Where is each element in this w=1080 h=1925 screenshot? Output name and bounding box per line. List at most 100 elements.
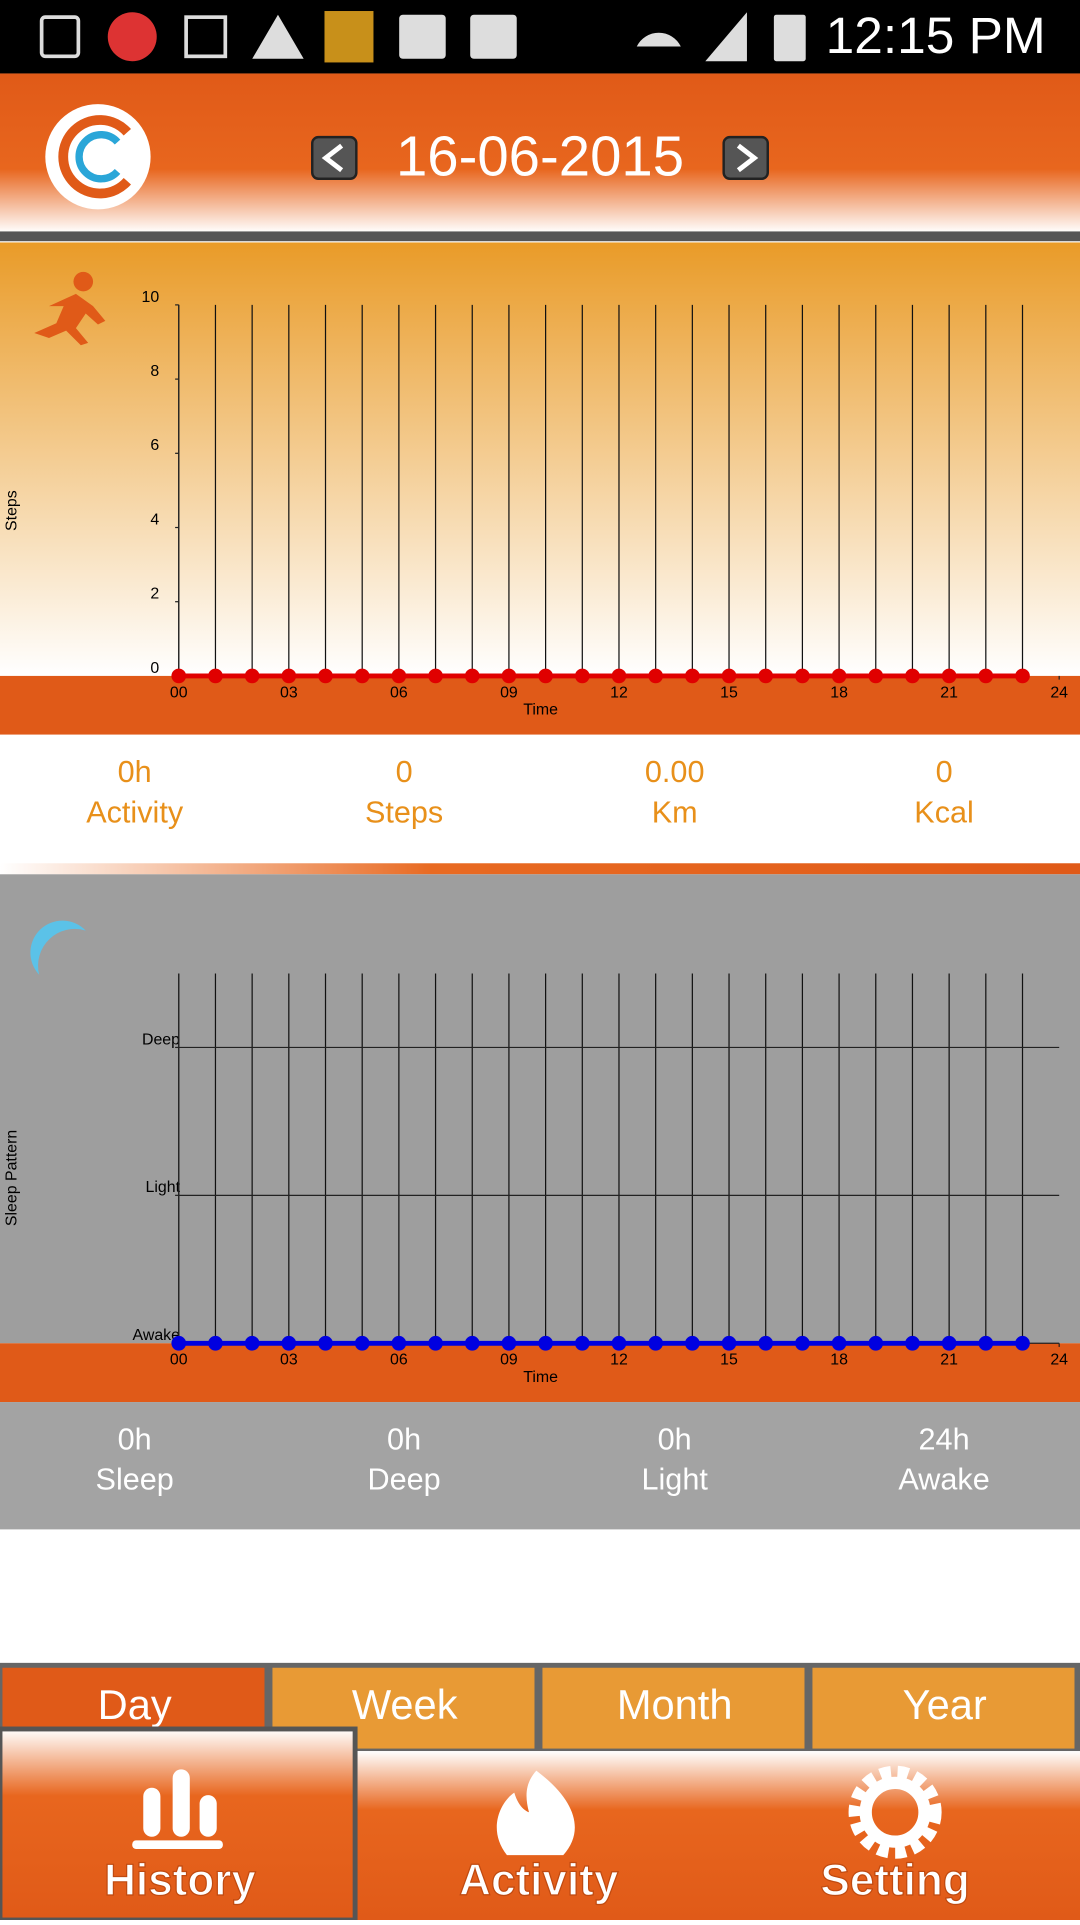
data-point (685, 668, 700, 684)
status-icons (39, 11, 806, 63)
stat-label: Km (652, 795, 698, 829)
nav-label[interactable]: History (103, 1855, 257, 1905)
stat-value: 0h (658, 1422, 692, 1456)
period-tab[interactable]: Week (272, 1667, 535, 1749)
data-point (795, 668, 810, 684)
data-point (428, 668, 443, 684)
data-point (538, 668, 553, 684)
x-tick-label: 15 (720, 684, 738, 701)
status-time: 12:15 PM (826, 6, 1046, 64)
x-tick-label: 24 (1050, 684, 1068, 701)
data-point (831, 1335, 847, 1351)
tab-label: Year (903, 1681, 987, 1728)
y-tick-label: Awake (133, 1327, 181, 1344)
history-icon (199, 1795, 217, 1837)
status-bar (0, 0, 1080, 74)
y-tick-label: 0 (150, 660, 159, 677)
app-logo (45, 104, 151, 210)
y-axis-label: Steps (3, 490, 20, 531)
data-point (501, 1335, 517, 1351)
x-tick-label: 09 (500, 1352, 518, 1369)
tab-bg (542, 1667, 805, 1749)
data-point (758, 1335, 774, 1351)
data-point (868, 668, 884, 684)
stat-value: 0.00 (645, 755, 705, 789)
data-point (721, 668, 737, 684)
data-point (978, 668, 994, 684)
nav-label[interactable]: Setting (820, 1855, 971, 1905)
data-point (978, 1335, 994, 1351)
data-point (611, 668, 627, 684)
data-point (428, 1335, 443, 1351)
data-point (648, 668, 664, 684)
tab-bg (812, 1667, 1075, 1749)
moon-icon (30, 920, 86, 975)
tab-label: Week (352, 1681, 458, 1728)
data-point (208, 1335, 223, 1351)
setting-icon (848, 1765, 942, 1859)
tab-label: Day (98, 1681, 172, 1728)
data-point (354, 668, 370, 684)
steps-axis-band (0, 675, 1080, 735)
history-icon (132, 1840, 223, 1849)
x-tick-label: 18 (830, 1352, 848, 1369)
x-tick-label: 09 (500, 684, 518, 701)
y-tick-label: 6 (150, 437, 159, 454)
stat-label: Kcal (914, 795, 974, 829)
period-tab[interactable]: Year (812, 1667, 1075, 1749)
stat-value: 0h (387, 1422, 421, 1456)
data-point (574, 668, 590, 684)
data-point (538, 1335, 553, 1351)
x-tick-label: 03 (280, 1352, 298, 1369)
date-label: 16-06-2015 (396, 124, 684, 187)
data-point (941, 1335, 957, 1351)
tab-label: Month (617, 1681, 733, 1728)
history-icon (143, 1787, 161, 1837)
prev-date-button[interactable] (311, 135, 358, 180)
data-point (574, 1335, 590, 1351)
data-point (501, 668, 517, 684)
x-tick-label: 00 (170, 684, 188, 701)
period-tab[interactable]: Month (542, 1667, 805, 1749)
setting-icon (859, 1776, 931, 1848)
x-tick-label: 12 (610, 684, 628, 701)
y-tick-label: 10 (141, 289, 159, 306)
stat-label: Awake (898, 1463, 989, 1497)
data-point (208, 668, 223, 684)
data-point (464, 1335, 480, 1351)
x-tick-label: 18 (830, 684, 848, 701)
stat-value: 24h (919, 1422, 970, 1456)
x-tick-label: 03 (280, 684, 298, 701)
stat-value: 0h (118, 1422, 152, 1456)
data-point (171, 1335, 187, 1351)
x-tick-label: 21 (940, 684, 958, 701)
data-point (941, 668, 957, 684)
sleep-axis-band (0, 1343, 1080, 1403)
nav-icons (132, 1765, 942, 1859)
separator (0, 863, 1080, 875)
stat-label: Deep (367, 1463, 440, 1497)
next-date-button[interactable] (722, 135, 769, 180)
header (0, 73, 1080, 233)
stat-label: Sleep (96, 1463, 174, 1497)
data-point (831, 668, 847, 684)
y-tick-label: Deep (142, 1031, 180, 1048)
data-point (868, 1335, 884, 1351)
history-icon (172, 1769, 190, 1837)
stat-label: Light (641, 1463, 708, 1497)
data-point (354, 1335, 370, 1351)
data-point (905, 668, 920, 684)
stat-label: Steps (365, 795, 443, 829)
nav-label[interactable]: Activity (459, 1855, 620, 1905)
data-point (1015, 1335, 1030, 1351)
stat-value: 0 (396, 755, 413, 789)
sleep-stats (0, 1402, 1080, 1530)
data-point (905, 1335, 920, 1351)
data-point (281, 1335, 297, 1351)
x-tick-label: 06 (390, 684, 408, 701)
data-point (391, 668, 407, 684)
data-point (1015, 668, 1030, 684)
activity-icon (496, 1770, 575, 1856)
